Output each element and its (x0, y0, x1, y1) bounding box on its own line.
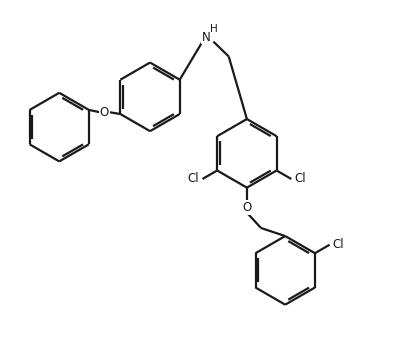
Text: Cl: Cl (188, 173, 199, 186)
Text: O: O (242, 201, 252, 214)
Text: N: N (202, 31, 211, 44)
Text: Cl: Cl (333, 238, 344, 251)
Text: H: H (210, 24, 218, 34)
Text: O: O (100, 106, 109, 119)
Text: Cl: Cl (294, 173, 306, 186)
